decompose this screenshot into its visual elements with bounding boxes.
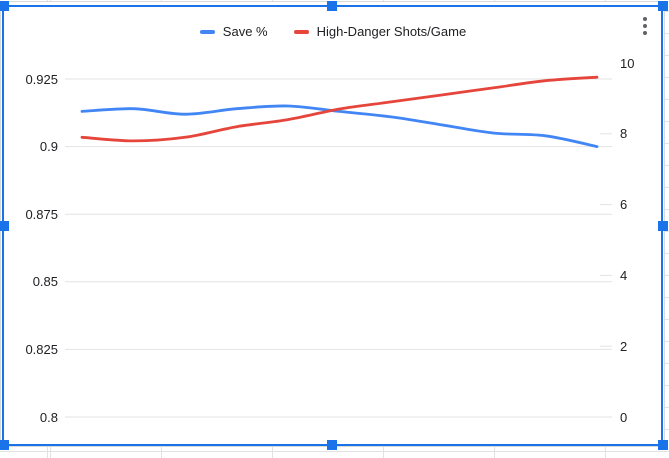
- series-line-save-pct[interactable]: [80, 104, 599, 148]
- y-axis-left-tick-label: 0.825: [25, 341, 58, 357]
- legend-swatch-blue: [199, 29, 215, 34]
- resize-handle-top-center[interactable]: [327, 1, 337, 11]
- chart-card[interactable]: [0, 1, 665, 447]
- series-line-high-danger-shots[interactable]: [80, 75, 599, 143]
- legend-label: Save %: [222, 24, 268, 39]
- resize-handle-middle-right[interactable]: [657, 220, 668, 231]
- y-axis-left-tick-label: 0.8: [39, 409, 58, 425]
- y-axis-left-tick-label: 0.9: [39, 139, 58, 155]
- legend-swatch-red: [293, 29, 309, 34]
- resize-handle-top-right[interactable]: [657, 1, 668, 11]
- legend-item-high-danger[interactable]: High-Danger Shots/Game: [293, 24, 467, 39]
- resize-handle-bottom-center[interactable]: [327, 440, 337, 450]
- y-axis-right-tick-label: 2: [620, 338, 628, 354]
- resize-handle-bottom-right[interactable]: [657, 440, 668, 450]
- y-axis-right-tick-label: 4: [620, 267, 628, 283]
- legend-item-save-pct[interactable]: Save %: [199, 24, 268, 39]
- y-axis-right-tick-label: 8: [620, 126, 628, 142]
- y-axis-right-tick-label: 10: [620, 55, 635, 71]
- chart-options-menu-button[interactable]: [634, 13, 656, 39]
- resize-handle-middle-left[interactable]: [0, 220, 9, 231]
- chart-legend: Save % High-Danger Shots/Game: [0, 24, 666, 39]
- legend-label: High-Danger Shots/Game: [316, 24, 467, 39]
- y-axis-right-tick-label: 6: [620, 197, 628, 213]
- y-axis-left-tick-label: 0.875: [25, 206, 58, 222]
- resize-handle-top-left[interactable]: [0, 1, 9, 11]
- y-axis-left-tick-label: 0.925: [25, 71, 58, 87]
- y-axis-left-tick-label: 0.85: [32, 274, 58, 290]
- selection-border: [2, 5, 663, 446]
- y-axis-right-tick-label: 0: [620, 409, 628, 425]
- resize-handle-bottom-left[interactable]: [0, 440, 9, 450]
